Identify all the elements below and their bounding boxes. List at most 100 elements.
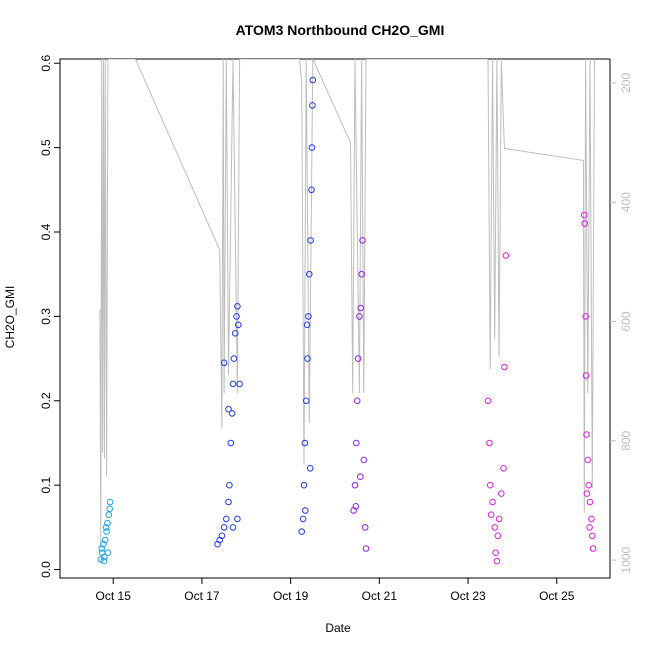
data-point [360, 456, 368, 464]
data-point [581, 211, 588, 219]
data-point [104, 549, 112, 557]
data-point [309, 76, 317, 84]
y-tick-label: 0.5 [39, 139, 53, 156]
plot-frame [59, 58, 611, 579]
data-point [220, 524, 228, 531]
data-point [225, 405, 232, 413]
y2-tick-label: 1000 [619, 546, 633, 573]
data-point [304, 355, 311, 362]
data-point [494, 532, 502, 540]
data-point [226, 481, 233, 489]
y2-tick-label: 400 [619, 192, 633, 212]
data-point [233, 313, 240, 320]
y-tick-label: 0.2 [39, 392, 53, 409]
x-axis-label: Date [325, 621, 351, 635]
data-point [358, 270, 365, 278]
data-point [308, 186, 315, 194]
chart-title: ATOM3 Northbound CH2O_GMI [236, 22, 445, 38]
data-point [223, 515, 230, 523]
data-point [354, 355, 362, 362]
data-point [305, 313, 312, 320]
data-point [588, 515, 595, 523]
data-point [500, 465, 507, 472]
x-tick-label: Oct 21 [362, 589, 398, 603]
data-point [106, 505, 113, 513]
data-point [106, 498, 114, 506]
y2-tick-label: 200 [619, 73, 633, 93]
data-point [584, 456, 592, 464]
x-tick-label: Oct 15 [96, 589, 132, 603]
data-point [234, 303, 241, 310]
data-point [582, 372, 590, 379]
data-point [308, 144, 316, 151]
data-point [589, 532, 596, 540]
y-axis-label: CH2O_GMI [3, 286, 17, 349]
data-point [234, 515, 241, 523]
x-tick-label: Oct 25 [539, 589, 575, 603]
data-point [231, 330, 239, 337]
y2-tick-label: 600 [619, 311, 633, 331]
data-point [101, 536, 109, 544]
data-point [585, 481, 593, 489]
data-point [589, 545, 597, 552]
data-point [298, 528, 306, 535]
data-point [352, 503, 360, 510]
data-point [493, 557, 501, 565]
data-point [501, 363, 508, 371]
data-point [362, 545, 370, 552]
data-point [582, 313, 589, 320]
data-point [502, 252, 510, 259]
data-point [309, 102, 316, 109]
data-point [357, 473, 364, 481]
data-point [105, 511, 113, 519]
y-tick-label: 0.3 [39, 308, 53, 325]
data-point [229, 524, 237, 531]
data-point [102, 524, 110, 531]
y-tick-label: 0.1 [39, 477, 53, 494]
data-point [353, 397, 361, 405]
y-tick-label: 0.4 [39, 223, 53, 240]
data-point [359, 237, 366, 244]
data-point [583, 431, 590, 438]
data-point [307, 237, 314, 244]
data-point [361, 524, 369, 531]
data-point [100, 540, 107, 548]
y-tick-label: 0.6 [39, 55, 53, 72]
data-point [300, 481, 308, 489]
data-point [235, 321, 242, 329]
data-point [299, 515, 307, 523]
data-point [103, 528, 110, 535]
data-point [301, 439, 309, 447]
x-tick-label: Oct 19 [273, 589, 309, 603]
data-point [357, 304, 365, 312]
data-point [353, 439, 360, 447]
data-point [491, 524, 499, 531]
data-point [486, 481, 494, 489]
y2-tick-label: 800 [619, 430, 633, 450]
data-point [104, 519, 111, 527]
data-point [492, 549, 499, 557]
data-point [302, 507, 309, 514]
data-point [306, 465, 314, 472]
y-tick-label: 0.0 [39, 561, 53, 578]
data-point [302, 397, 310, 405]
altitude-line [99, 59, 595, 549]
data-point [236, 380, 243, 388]
data-point [581, 220, 589, 227]
data-point [486, 439, 493, 447]
data-point [583, 490, 591, 497]
data-point [218, 532, 226, 540]
data-point [98, 545, 105, 552]
data-point [356, 313, 363, 320]
data-point [586, 498, 594, 506]
data-point [220, 359, 228, 367]
data-point [484, 397, 492, 405]
data-point [225, 498, 232, 506]
x-tick-label: Oct 23 [450, 589, 486, 603]
data-point [303, 321, 311, 329]
data-point [487, 511, 495, 519]
data-point [495, 515, 503, 523]
data-point [229, 380, 237, 388]
data-point [100, 557, 108, 565]
